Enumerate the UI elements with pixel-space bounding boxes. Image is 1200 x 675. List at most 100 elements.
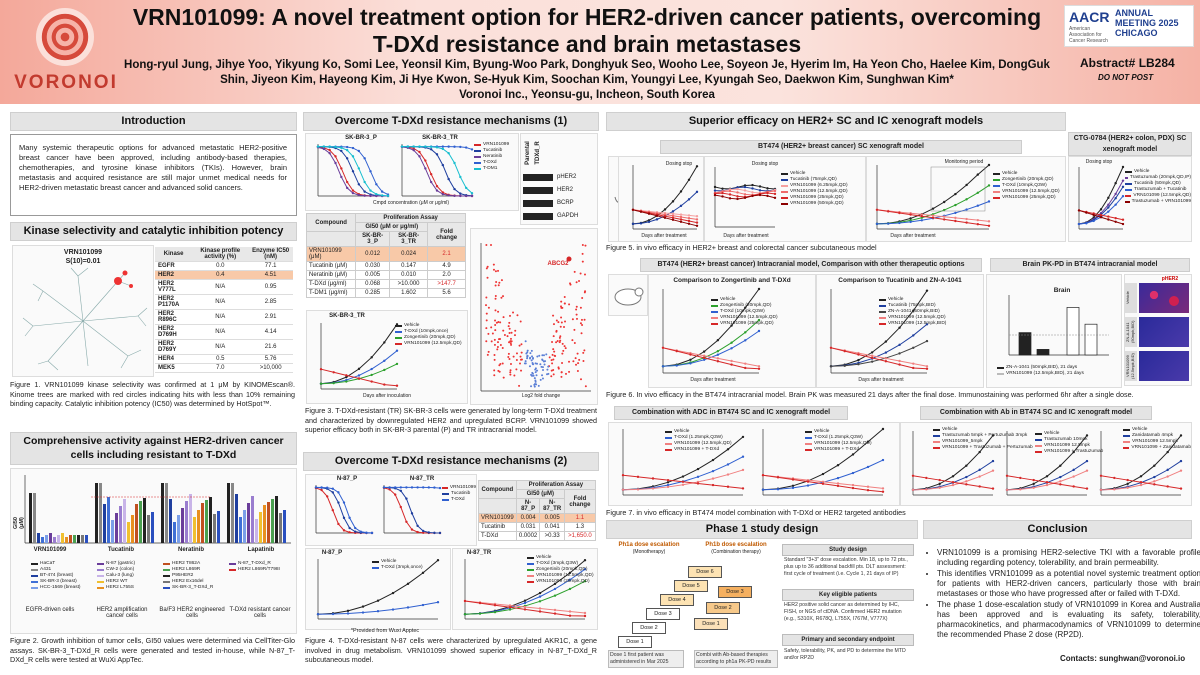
data-point (728, 193, 732, 196)
legend-label: Tucatinib (483, 148, 503, 153)
legend-item: Vehicle (527, 555, 597, 561)
data-point (406, 145, 410, 148)
data-point (375, 192, 378, 196)
legend-label: VRN101099 (12.5mpk,BID), 21 days (1006, 371, 1084, 376)
data-point (666, 485, 670, 489)
volcano-point (526, 354, 529, 357)
volcano-point (571, 339, 574, 342)
table-cell: EGFR (155, 261, 193, 271)
table-row: T-DM1 (μg/ml) 0.285 1.602 5.6 (305, 288, 466, 298)
data-point (342, 516, 346, 520)
series-line (662, 288, 760, 367)
legend-item: VRN101099 + Trastuzumab (1035, 449, 1105, 455)
data-point (418, 150, 421, 154)
data-point (493, 604, 497, 607)
gi50-bar (77, 535, 80, 543)
legend-label: Tucatinib (75mpk,QD) (790, 177, 837, 182)
legend-swatch (933, 441, 940, 443)
table-cell: MEK5 (155, 363, 193, 373)
zong-ic-chart: Comparison to Zongertinib and T-DXd Vehi… (648, 274, 816, 388)
data-point (1179, 459, 1183, 463)
legend-item: T-DM1 (474, 166, 518, 172)
table-cell: 4.9 (427, 261, 466, 271)
data-point (663, 216, 667, 219)
data-point (870, 356, 874, 360)
data-point (453, 145, 456, 148)
poster-header: VORONOI VRN101099: A novel treatment opt… (0, 0, 1200, 104)
n87-dose-response-legend: VRN101099 Tucatinib T-DXd (442, 485, 476, 503)
legend-swatch (781, 185, 788, 187)
volcano-point (516, 314, 519, 317)
panel-title: N-87_P (321, 550, 343, 556)
table-cell: 0.5 (192, 354, 249, 364)
bt474-legend-1: Vehicle Tucatinib (75mpk,QD) VRN101099 (6.… (781, 171, 865, 207)
panel-title: SK-BR-3_P (345, 135, 377, 141)
gi50-bar (197, 510, 200, 543)
data-point (538, 600, 542, 603)
data-point (887, 210, 890, 213)
bt474-bw-graphic (713, 167, 777, 228)
pk-title: Brain PK-PD in BT474 intracranial model (990, 258, 1190, 272)
volcano-point (583, 291, 586, 294)
legend-swatch (163, 575, 170, 577)
data-point (954, 192, 957, 196)
legend-swatch (1125, 177, 1128, 179)
legend-item: ZN-A-1041 (50mpk,BID) (879, 309, 983, 315)
volcano-x-label: Log2 fold change (521, 393, 561, 399)
data-point (395, 362, 399, 366)
data-point (938, 486, 941, 489)
legend-label: Trastuzumab + Tucatinib (1134, 187, 1187, 192)
data-point (1121, 165, 1125, 169)
data-point (954, 203, 957, 207)
data-point (405, 497, 408, 500)
table-cell: Neratinib (μM) (305, 270, 357, 280)
data-point (976, 218, 979, 222)
gi50-bar (275, 496, 278, 543)
volcano-point (515, 368, 518, 371)
data-point (1166, 450, 1169, 454)
volcano-point (582, 351, 585, 354)
data-point (463, 613, 467, 616)
volcano-point (531, 374, 534, 377)
data-point (851, 453, 855, 456)
data-point (696, 467, 700, 471)
legend-swatch (993, 191, 1000, 193)
table-row: MEK5 7.0 >10,000 (155, 363, 293, 373)
volcano-point (485, 327, 488, 330)
data-point (806, 484, 810, 487)
data-point (730, 341, 733, 344)
legend-item: SK-BR-3 (breast) (31, 579, 93, 585)
data-point (523, 601, 527, 605)
data-point (1032, 486, 1035, 489)
data-point (351, 170, 355, 173)
legend-swatch (442, 493, 449, 495)
volcano-point (552, 348, 555, 351)
gi50-bar (143, 498, 146, 543)
ph1a-sub: (Monotherapy) (632, 549, 666, 555)
data-point (898, 221, 901, 225)
data-point (741, 487, 745, 490)
data-point (1085, 469, 1089, 472)
legend-swatch (1125, 189, 1132, 191)
data-point (721, 195, 724, 198)
x-axis-label: Days after treatment (690, 377, 736, 383)
data-point (730, 359, 733, 363)
data-point (399, 489, 402, 492)
data-point (1032, 478, 1035, 482)
gi50-bar (127, 522, 130, 543)
legend-item: Tucatinib (75mpk,BID) (879, 303, 983, 309)
legend-swatch (781, 203, 788, 205)
volcano-point (542, 368, 545, 371)
data-point (322, 147, 326, 151)
blot-column-label: TDXd_R (535, 141, 541, 165)
legend-label: Vehicle (790, 171, 806, 176)
data-point (898, 352, 901, 355)
data-point (463, 599, 467, 603)
data-point (354, 530, 357, 533)
legend-label: Zongertinib (20mpk,QD) (1002, 177, 1054, 182)
data-point (951, 475, 955, 478)
gi50-bar (243, 510, 246, 543)
volcano-point (563, 295, 566, 298)
gi50-bar (247, 503, 250, 543)
data-point (441, 191, 445, 194)
